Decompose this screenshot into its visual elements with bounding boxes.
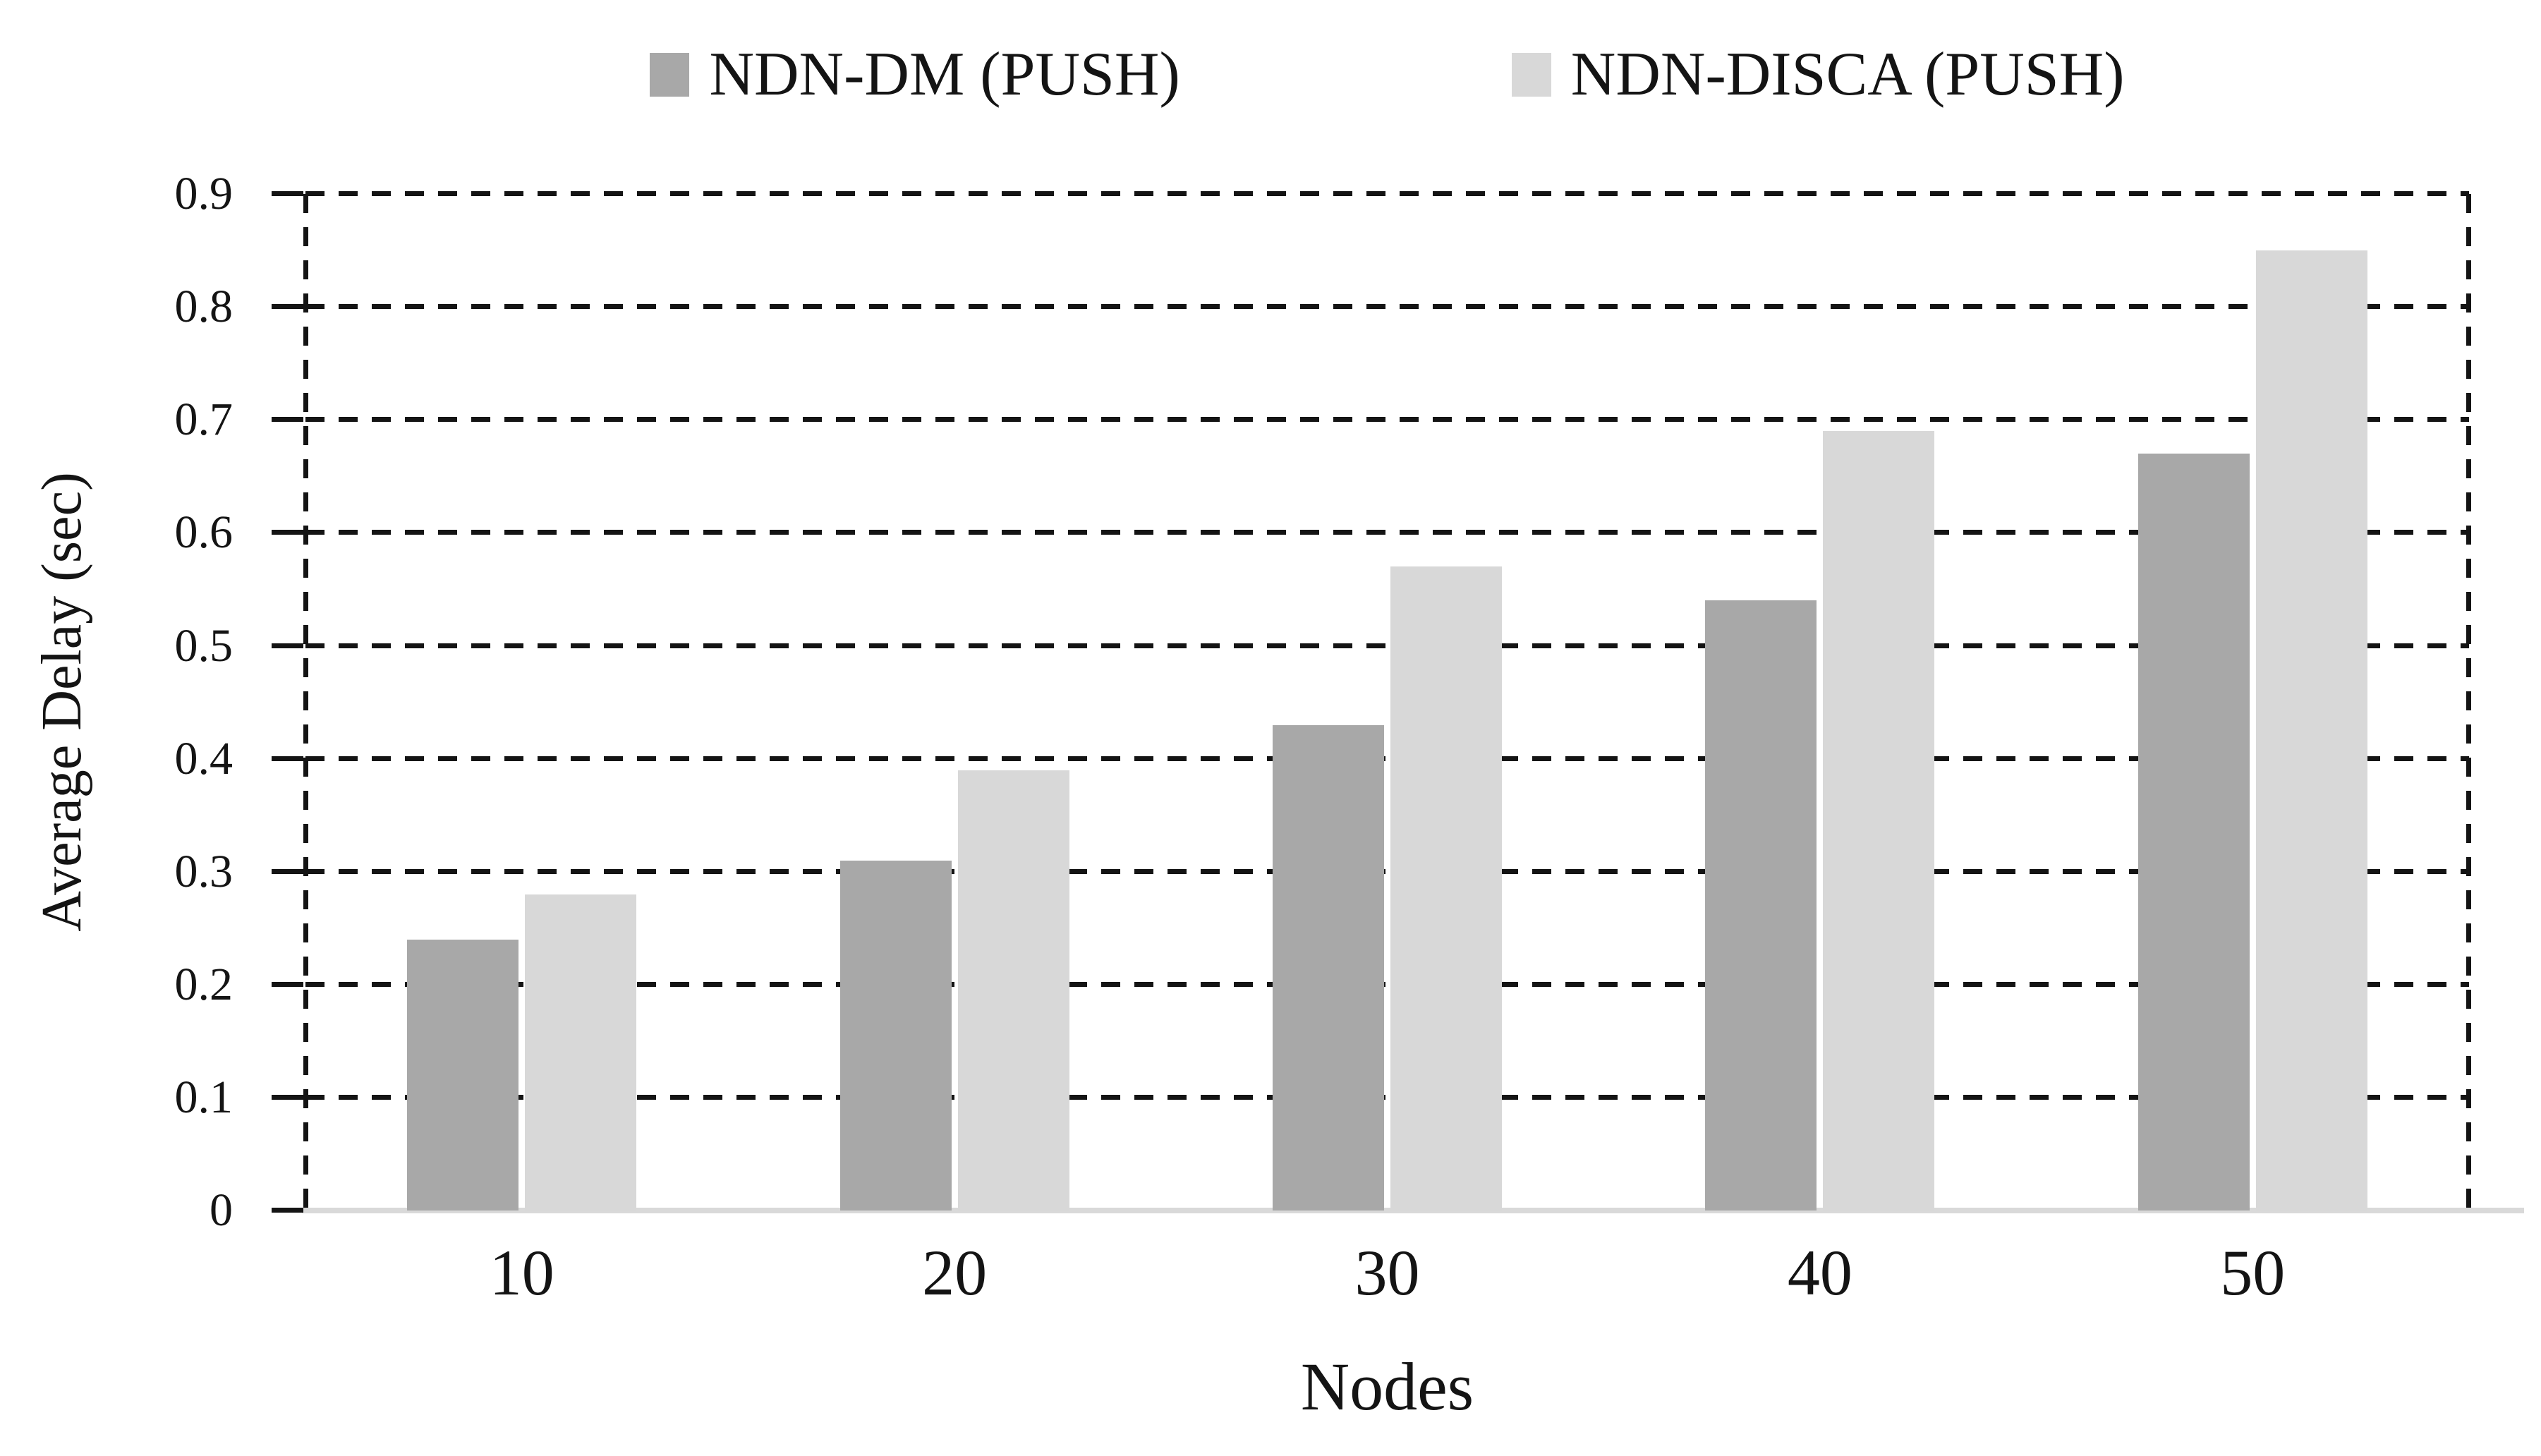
x-axis-title: Nodes	[1300, 1349, 1474, 1424]
y-tick-label: 0	[210, 1184, 233, 1236]
x-tick-label-40: 40	[1787, 1237, 1852, 1309]
x-tick-label-30: 30	[1354, 1237, 1420, 1309]
bar-ndn-disca-push--50	[2255, 250, 2367, 1211]
legend: NDN-DM (PUSH) NDN-DISCA (PUSH)	[305, 40, 2469, 109]
y-tick-label: 0.6	[174, 506, 234, 559]
y-axis-tick-mark	[272, 304, 303, 310]
y-axis-tick-mark	[272, 191, 303, 197]
bar-ndn-disca-push--10	[525, 894, 637, 1211]
y-axis-tick-mark	[272, 643, 303, 648]
y-axis-tick-mark	[272, 981, 303, 987]
x-axis-tick-labels: 10 20 30 40 50	[305, 1240, 2469, 1318]
bar-ndn-dm-push--10	[407, 939, 519, 1211]
y-tick-label: 0.8	[174, 281, 234, 333]
y-axis-tick-mark	[272, 1208, 303, 1213]
bar-group-30	[1171, 194, 1603, 1211]
bar-ndn-dm-push--40	[1705, 600, 1817, 1211]
x-tick-label-20: 20	[922, 1237, 988, 1309]
bar-group-20	[738, 194, 1170, 1211]
y-axis-line	[303, 194, 308, 1213]
y-axis-tick-mark	[272, 756, 303, 761]
gridline-y-0.1	[305, 1094, 2469, 1100]
y-axis-tick-mark	[272, 868, 303, 874]
y-tick-label: 0.3	[174, 845, 234, 897]
bar-group-40	[1603, 194, 2036, 1211]
gridline-y-0.9	[305, 191, 2469, 197]
bar-group-10	[305, 194, 738, 1211]
gridline-y-0.5	[305, 643, 2469, 648]
bar-ndn-dm-push--20	[839, 860, 952, 1211]
gridline-y-0.2	[305, 981, 2469, 987]
y-tick-label: 0.5	[174, 619, 234, 672]
y-tick-label: 0.4	[174, 732, 234, 784]
y-tick-label: 0.2	[174, 958, 234, 1010]
y-tick-label: 0.9	[174, 168, 234, 220]
gridline-y-0.7	[305, 417, 2469, 423]
x-tick-label-10: 10	[489, 1237, 554, 1309]
y-axis-tick-mark	[272, 1094, 303, 1100]
right-border-line	[2466, 194, 2471, 1213]
bar-ndn-dm-push--50	[2137, 454, 2250, 1211]
y-axis-tick-labels: 0 0.1 0.2 0.3 0.4 0.5 0.6 0.7 0.8 0.9	[0, 171, 234, 1234]
x-axis-baseline	[302, 1208, 2524, 1213]
bar-ndn-dm-push--30	[1272, 724, 1384, 1211]
gridline-y-0.4	[305, 756, 2469, 761]
x-tick-label-50: 50	[2220, 1237, 2286, 1309]
legend-swatch-icon	[650, 53, 690, 97]
plot-area	[272, 191, 2524, 1213]
legend-label: NDN-DM (PUSH)	[709, 40, 1180, 109]
y-axis-tick-mark	[272, 530, 303, 535]
bar-group-50	[2037, 194, 2469, 1211]
legend-item: NDN-DISCA (PUSH)	[1511, 40, 2125, 109]
legend-item: NDN-DM (PUSH)	[650, 40, 1180, 109]
gridline-y-0.8	[305, 304, 2469, 310]
gridline-y-0.3	[305, 868, 2469, 874]
y-axis-tick-mark	[272, 417, 303, 423]
bar-ndn-disca-push--40	[1823, 431, 1935, 1211]
gridline-y-0.6	[305, 530, 2469, 535]
y-tick-label: 0.1	[174, 1071, 234, 1123]
y-tick-label: 0.7	[174, 394, 234, 446]
bar-ndn-disca-push--30	[1390, 566, 1502, 1211]
legend-label: NDN-DISCA (PUSH)	[1570, 40, 2125, 109]
bar-ndn-disca-push--20	[957, 770, 1069, 1211]
legend-swatch-icon	[1511, 53, 1551, 97]
